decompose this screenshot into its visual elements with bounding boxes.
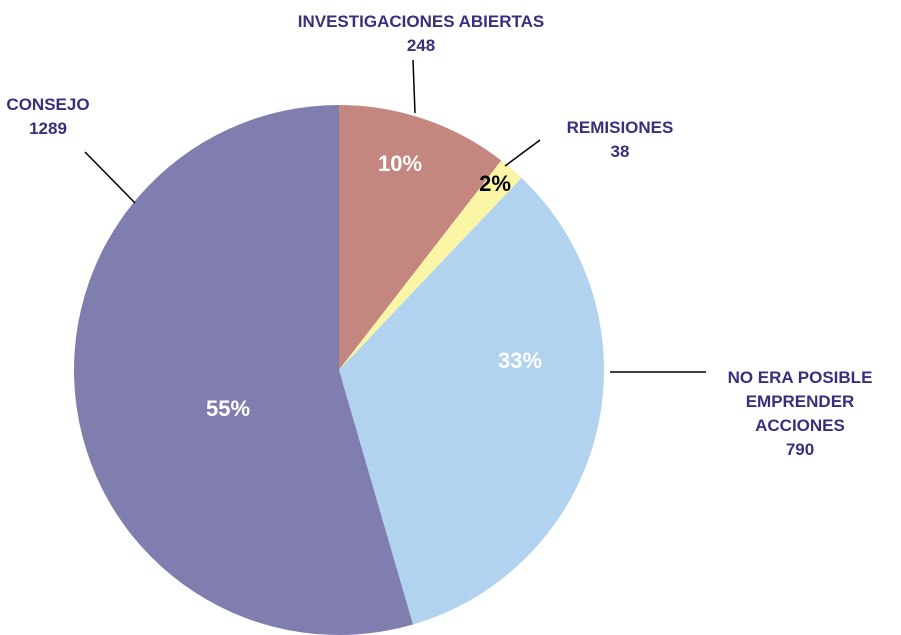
pie-slice — [339, 160, 522, 370]
leader-line — [412, 59, 416, 114]
percent-label: 2% — [479, 171, 511, 196]
leader-line — [504, 139, 541, 167]
category-label-box: REMISIONES 38 — [540, 116, 700, 164]
value-label: 790 — [785, 440, 815, 459]
category-label: INVESTIGACIONES ABIERTAS — [297, 12, 545, 31]
percent-label: 10% — [378, 151, 422, 176]
value-label: 248 — [406, 36, 436, 55]
pie-slice — [73, 105, 413, 635]
percent-label: 33% — [498, 348, 542, 373]
value-label: 1289 — [29, 119, 67, 138]
category-label: NO ERA POSIBLE EMPRENDER ACCIONES — [727, 368, 873, 435]
leader-line — [84, 151, 136, 204]
pie-slice — [339, 177, 604, 625]
category-label-box: NO ERA POSIBLE EMPRENDER ACCIONES 790 — [705, 366, 895, 462]
category-label-box: INVESTIGACIONES ABIERTAS 248 — [231, 10, 611, 58]
pie-slice — [339, 105, 502, 370]
value-label: 38 — [610, 142, 630, 161]
percent-label: 55% — [206, 396, 250, 421]
category-label-box: CONSEJO 1289 — [0, 93, 96, 141]
category-label: CONSEJO — [6, 95, 90, 114]
category-label: REMISIONES — [566, 118, 674, 137]
